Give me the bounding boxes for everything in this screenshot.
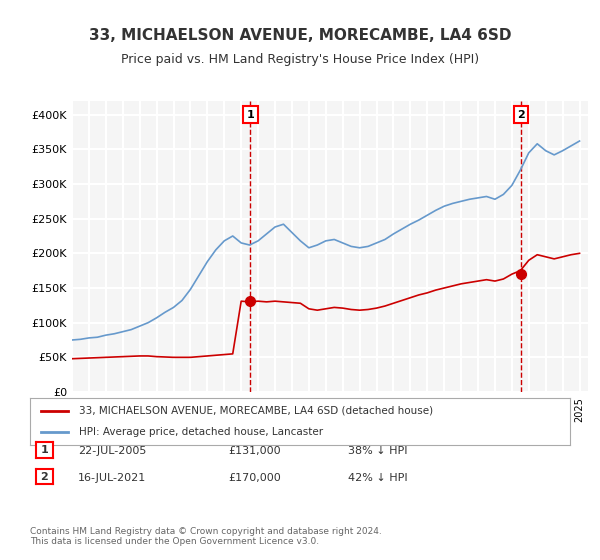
Text: 33, MICHAELSON AVENUE, MORECAMBE, LA4 6SD (detached house): 33, MICHAELSON AVENUE, MORECAMBE, LA4 6S…	[79, 406, 433, 416]
Text: 38% ↓ HPI: 38% ↓ HPI	[348, 446, 407, 456]
Text: 33, MICHAELSON AVENUE, MORECAMBE, LA4 6SD: 33, MICHAELSON AVENUE, MORECAMBE, LA4 6S…	[89, 28, 511, 43]
Text: 22-JUL-2005: 22-JUL-2005	[78, 446, 146, 456]
Text: 2: 2	[41, 472, 48, 482]
Text: £170,000: £170,000	[228, 473, 281, 483]
Text: 2: 2	[517, 110, 525, 119]
Text: 16-JUL-2021: 16-JUL-2021	[78, 473, 146, 483]
Text: 42% ↓ HPI: 42% ↓ HPI	[348, 473, 407, 483]
Text: 1: 1	[247, 110, 254, 119]
Text: £131,000: £131,000	[228, 446, 281, 456]
Text: HPI: Average price, detached house, Lancaster: HPI: Average price, detached house, Lanc…	[79, 427, 323, 437]
Text: 1: 1	[41, 445, 48, 455]
Text: Price paid vs. HM Land Registry's House Price Index (HPI): Price paid vs. HM Land Registry's House …	[121, 53, 479, 66]
Text: Contains HM Land Registry data © Crown copyright and database right 2024.
This d: Contains HM Land Registry data © Crown c…	[30, 526, 382, 546]
